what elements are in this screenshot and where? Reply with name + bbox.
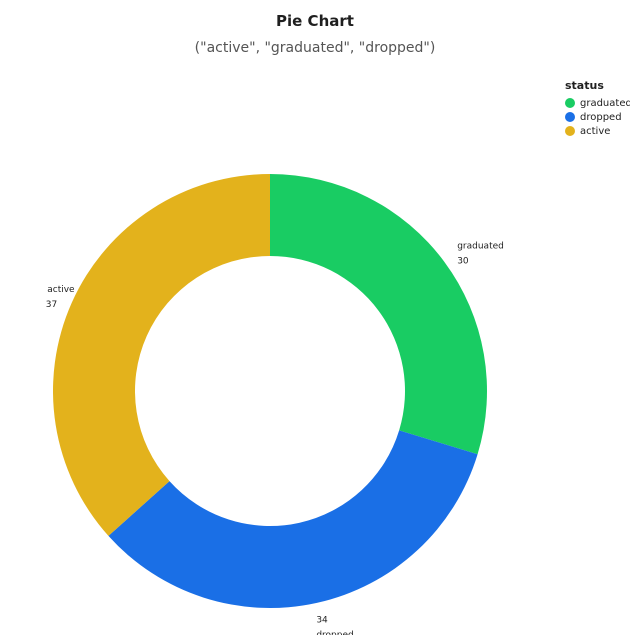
slice-active[interactable] [53,174,271,536]
legend-item-graduated[interactable]: graduated [565,96,630,110]
slice-name-graduated: graduated [457,241,504,251]
legend-swatch-active [565,126,575,136]
legend-title: status [565,79,604,92]
legend-swatch-dropped [565,112,575,122]
legend-label-graduated: graduated [580,97,630,109]
legend-swatch-graduated [565,98,575,108]
slice-name-active: active [47,285,75,295]
legend: status graduated dropped active [565,79,630,138]
slice-value-graduated: 30 [457,256,469,266]
slice-name-dropped: dropped [316,630,353,635]
slice-dropped[interactable] [108,430,478,608]
legend-item-dropped[interactable]: dropped [565,110,630,124]
slices-group [53,174,488,608]
legend-label-dropped: dropped [580,111,622,123]
slice-value-active: 37 [46,300,57,310]
legend-item-active[interactable]: active [565,124,630,138]
chart-title: Pie Chart [276,12,354,30]
slice-graduated[interactable] [270,174,488,455]
slice-labels-group: graduated 30 34 dropped active 37 [46,241,504,635]
slice-value-dropped: 34 [316,615,328,625]
chart-subtitle: ("active", "graduated", "dropped") [194,40,436,56]
legend-label-active: active [580,125,611,137]
